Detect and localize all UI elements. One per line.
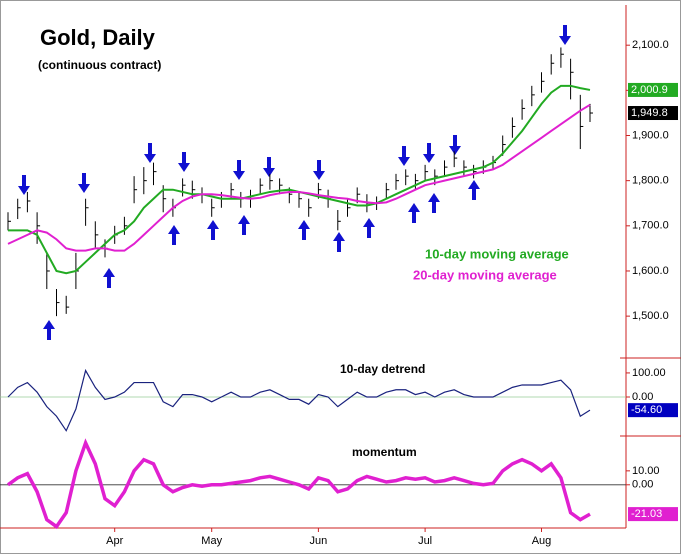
value-tag xyxy=(628,403,678,418)
chart-subtitle: (continuous contract) xyxy=(38,58,161,72)
legend-label: 20-day moving average xyxy=(413,267,557,282)
legend-label: 10-day moving average xyxy=(425,246,569,261)
panel-title: 10-day detrend xyxy=(340,362,425,376)
indicator-line xyxy=(6,438,591,530)
moving-average xyxy=(7,103,591,252)
value-tag-label: -21.03 xyxy=(631,508,662,520)
y-tick-label: 1,600.0 xyxy=(632,265,669,277)
value-tag-label: 2,000.9 xyxy=(631,84,668,96)
x-tick-label: Apr xyxy=(106,535,123,547)
y-tick-label: 2,100.0 xyxy=(632,39,669,51)
y-tick-label: 1,900.0 xyxy=(632,129,669,141)
x-tick-label: Jul xyxy=(418,535,432,547)
panel-title: momentum xyxy=(352,445,417,459)
y-tick-label: 1,500.0 xyxy=(632,310,669,322)
y-tick-label: 1,700.0 xyxy=(632,220,669,232)
value-tag xyxy=(628,82,678,97)
y-tick-label: 100.00 xyxy=(632,367,666,379)
indicator-line xyxy=(7,368,591,432)
y-tick-label: 0.00 xyxy=(632,391,653,403)
value-tag-label: 1,949.8 xyxy=(631,107,668,119)
x-tick-label: May xyxy=(201,535,222,547)
x-tick-label: Aug xyxy=(532,535,552,547)
chart-title: Gold, Daily xyxy=(40,25,156,50)
y-tick-label: 10.00 xyxy=(632,465,660,477)
y-tick-label: 1,800.0 xyxy=(632,175,669,187)
value-tag-label: -54.60 xyxy=(631,404,662,416)
value-tag xyxy=(628,106,678,121)
x-tick-label: Jun xyxy=(310,535,328,547)
y-tick-label: 0.00 xyxy=(632,479,653,491)
value-tag xyxy=(628,507,678,522)
